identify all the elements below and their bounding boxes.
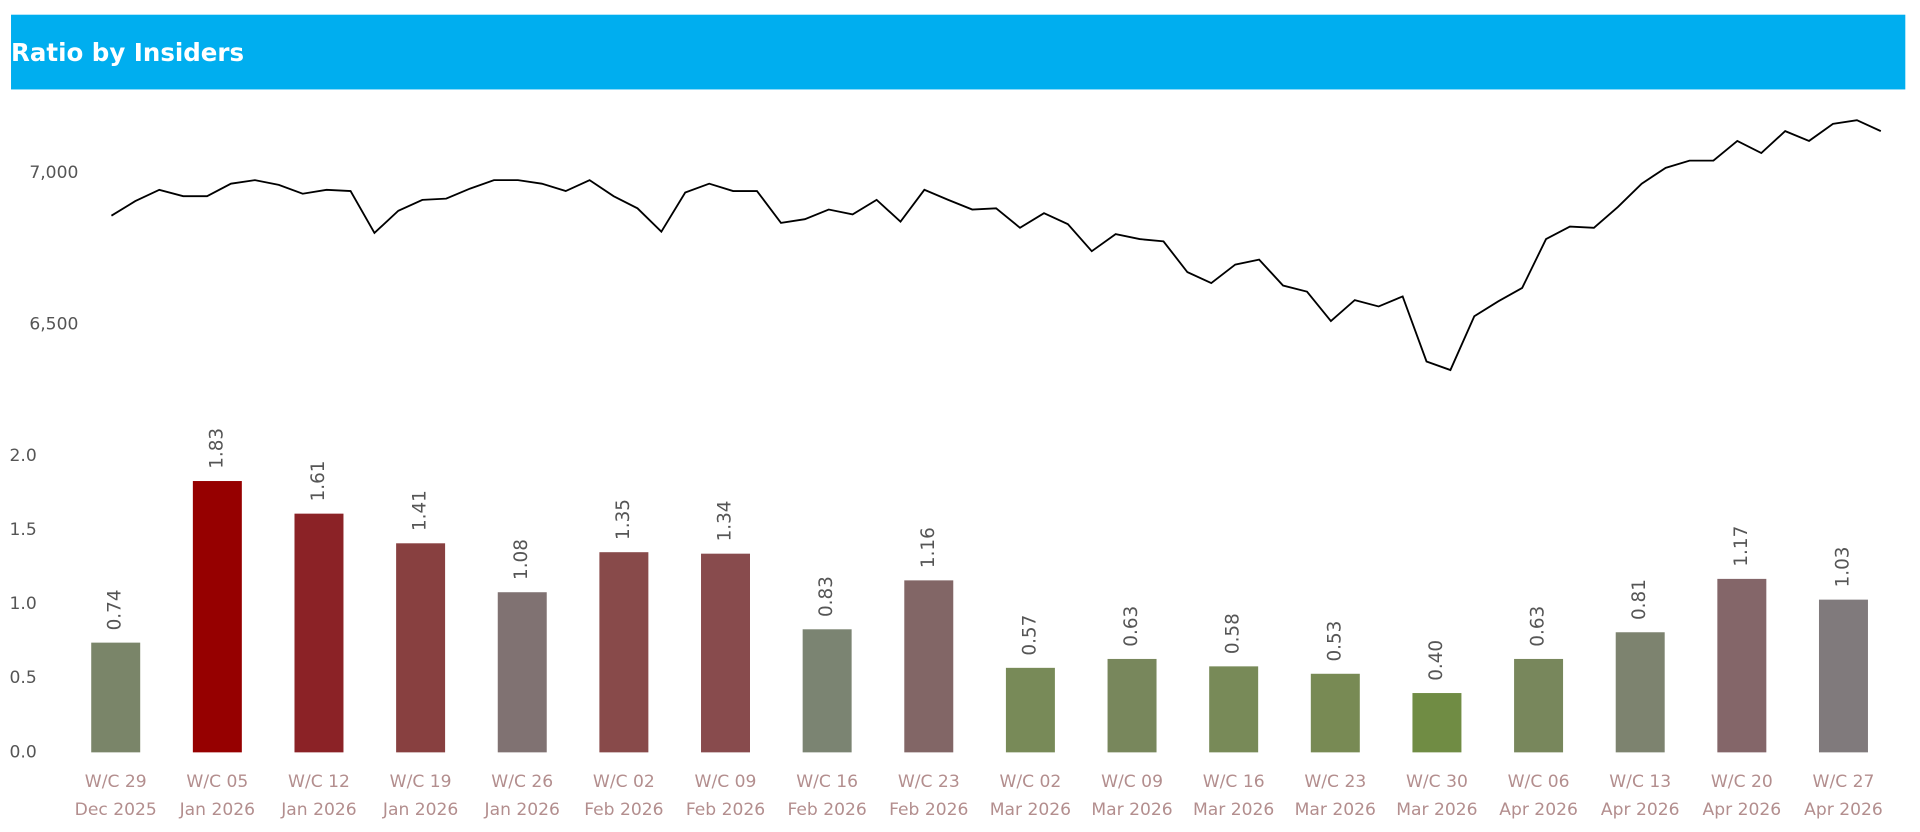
value-label: 0.74 xyxy=(105,589,126,630)
y-tick-label: 1.0 xyxy=(9,594,36,614)
x-tick-label: Mar 2026 xyxy=(1091,800,1172,820)
x-tick-label: Jan 2026 xyxy=(280,800,356,820)
x-tick-label: W/C 05 xyxy=(186,772,248,792)
value-label: 0.53 xyxy=(1324,621,1345,662)
bar xyxy=(599,552,649,753)
value-label: 0.81 xyxy=(1629,579,1650,620)
value-label: 0.57 xyxy=(1019,615,1040,656)
value-label: 1.34 xyxy=(715,501,736,542)
x-tick-label: W/C 20 xyxy=(1711,772,1773,792)
y-tick-label: 1.5 xyxy=(9,520,36,540)
x-tick-label: W/C 29 xyxy=(85,772,147,792)
bar xyxy=(1514,658,1564,753)
bar xyxy=(192,481,242,753)
x-tick-label: W/C 30 xyxy=(1406,772,1468,792)
bar xyxy=(91,642,141,753)
x-tick-label: Apr 2026 xyxy=(1804,800,1883,820)
x-tick-label: W/C 19 xyxy=(390,772,452,792)
value-label: 1.17 xyxy=(1731,526,1752,567)
y-tick-label: 0.0 xyxy=(9,742,36,762)
x-tick-label: Apr 2026 xyxy=(1499,800,1578,820)
x-tick-label: Feb 2026 xyxy=(787,800,866,820)
x-tick-label: W/C 06 xyxy=(1508,772,1570,792)
value-label: 1.35 xyxy=(613,499,634,540)
price-line xyxy=(110,119,1882,372)
x-tick-label: Feb 2026 xyxy=(686,800,765,820)
x-tick-label: Jan 2026 xyxy=(179,800,255,820)
x-tick-label: Jan 2026 xyxy=(484,800,560,820)
x-tick-label: Dec 2025 xyxy=(75,800,157,820)
bar xyxy=(1209,666,1259,753)
x-tick-label: Mar 2026 xyxy=(1193,800,1274,820)
x-tick-label: W/C 23 xyxy=(1304,772,1366,792)
x-tick-label: W/C 02 xyxy=(593,772,655,792)
x-tick-label: Mar 2026 xyxy=(1295,800,1376,820)
x-tick-label: Apr 2026 xyxy=(1703,800,1782,820)
value-label: 1.61 xyxy=(308,460,329,501)
value-label: 1.83 xyxy=(206,428,227,469)
bar xyxy=(1615,632,1665,753)
y-tick-label: 7,000 xyxy=(29,163,78,183)
x-tick-label: W/C 16 xyxy=(796,772,858,792)
x-tick-label: W/C 12 xyxy=(288,772,350,792)
y-tick-label: 0.5 xyxy=(9,668,36,688)
x-tick-label: W/C 02 xyxy=(999,772,1061,792)
x-tick-label: Feb 2026 xyxy=(889,800,968,820)
bar xyxy=(497,592,547,753)
x-tick-label: W/C 27 xyxy=(1813,772,1875,792)
bar xyxy=(294,513,344,753)
x-tick-label: Mar 2026 xyxy=(990,800,1071,820)
x-tick-label: Feb 2026 xyxy=(584,800,663,820)
bar xyxy=(1412,693,1462,753)
bar xyxy=(1818,599,1868,753)
x-tick-label: W/C 16 xyxy=(1203,772,1265,792)
value-label: 1.08 xyxy=(511,539,532,580)
x-tick-label: W/C 13 xyxy=(1609,772,1671,792)
value-label: 1.03 xyxy=(1832,546,1853,587)
x-tick-label: W/C 09 xyxy=(1101,772,1163,792)
y-tick-label: 6,500 xyxy=(29,315,78,335)
bar xyxy=(1005,667,1055,753)
value-label: 0.40 xyxy=(1426,640,1447,681)
x-tick-label: Apr 2026 xyxy=(1601,800,1680,820)
value-label: 1.41 xyxy=(410,490,431,531)
bar xyxy=(904,580,954,753)
y-tick-label: 2.0 xyxy=(9,446,36,466)
header-band xyxy=(11,14,1906,90)
value-label: 0.83 xyxy=(816,576,837,617)
value-label: 0.63 xyxy=(1121,606,1142,647)
x-tick-label: W/C 23 xyxy=(898,772,960,792)
bar xyxy=(802,629,852,753)
bar xyxy=(1310,673,1360,753)
value-label: 0.58 xyxy=(1223,613,1244,654)
page-title: Ratio by Insiders xyxy=(11,38,244,67)
value-label: 1.16 xyxy=(918,527,939,568)
x-tick-label: Mar 2026 xyxy=(1396,800,1477,820)
bar xyxy=(701,553,750,753)
value-label: 0.63 xyxy=(1528,606,1549,647)
x-tick-label: Jan 2026 xyxy=(382,800,458,820)
x-tick-label: W/C 09 xyxy=(695,772,757,792)
bar xyxy=(1717,578,1767,753)
bar xyxy=(1107,658,1157,753)
x-tick-label: W/C 26 xyxy=(491,772,553,792)
bar xyxy=(396,543,446,753)
